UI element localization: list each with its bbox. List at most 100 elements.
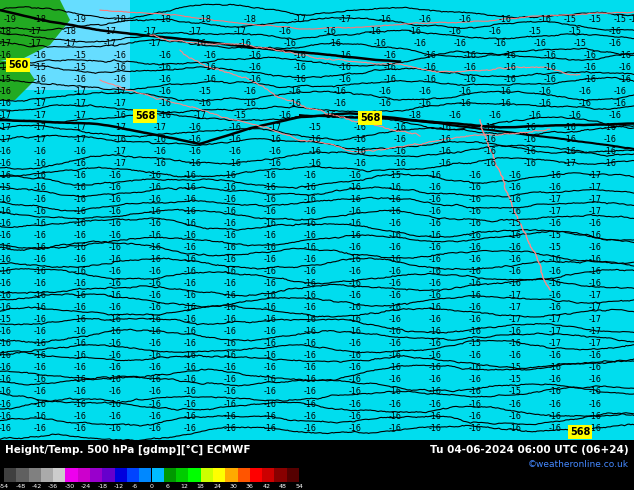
Text: -16: -16 (508, 172, 521, 180)
Text: -16: -16 (74, 316, 86, 324)
Text: -30: -30 (65, 484, 75, 489)
Text: -16: -16 (0, 351, 11, 361)
Text: -17: -17 (63, 40, 77, 49)
Text: -16: -16 (508, 244, 521, 252)
Text: -17: -17 (588, 183, 602, 193)
Text: -16: -16 (113, 51, 126, 60)
Text: -16: -16 (148, 196, 162, 204)
Text: -16: -16 (538, 99, 552, 108)
Text: -15: -15 (508, 364, 522, 372)
Text: -16: -16 (34, 292, 46, 300)
Text: -16: -16 (184, 375, 197, 385)
Text: -16: -16 (469, 207, 481, 217)
Text: -16: -16 (264, 255, 276, 265)
Text: 568: 568 (360, 113, 380, 123)
Text: -16: -16 (453, 40, 467, 49)
Text: -16: -16 (229, 147, 242, 156)
Text: -17: -17 (113, 99, 127, 108)
Text: -16: -16 (193, 40, 207, 49)
Text: -16: -16 (384, 75, 396, 84)
Text: -16: -16 (463, 75, 476, 84)
Text: -16: -16 (34, 255, 46, 265)
Text: -16: -16 (389, 279, 401, 289)
Text: -16: -16 (498, 16, 512, 24)
Text: -15: -15 (389, 172, 401, 180)
Text: -16: -16 (508, 399, 521, 409)
Polygon shape (0, 60, 35, 100)
Text: -16: -16 (429, 279, 441, 289)
Text: -16: -16 (264, 399, 276, 409)
Text: -16: -16 (469, 388, 481, 396)
Text: -18: -18 (158, 16, 171, 24)
Text: -16: -16 (294, 64, 306, 73)
Text: -19: -19 (74, 16, 86, 24)
Text: -16: -16 (0, 268, 11, 276)
Text: -16: -16 (74, 231, 86, 241)
Text: -16: -16 (543, 64, 557, 73)
Text: -16: -16 (628, 16, 634, 24)
Text: -16: -16 (349, 412, 361, 420)
Text: -16: -16 (609, 40, 621, 49)
Text: -16: -16 (389, 268, 401, 276)
Text: -16: -16 (609, 27, 621, 36)
Text: -16: -16 (469, 327, 481, 337)
Text: -16: -16 (148, 375, 162, 385)
Text: -17: -17 (74, 136, 86, 145)
Text: -16: -16 (588, 388, 602, 396)
Text: -17: -17 (103, 40, 117, 49)
Text: -16: -16 (148, 327, 162, 337)
Text: -16: -16 (413, 40, 427, 49)
Text: -18: -18 (113, 16, 126, 24)
Text: -17: -17 (74, 112, 86, 121)
Text: -16: -16 (184, 220, 197, 228)
Text: -16: -16 (108, 207, 122, 217)
Text: -16: -16 (548, 364, 562, 372)
Text: -16: -16 (354, 160, 366, 169)
Text: -16: -16 (469, 412, 481, 420)
Text: -16: -16 (524, 123, 536, 132)
Text: -16: -16 (548, 351, 562, 361)
Text: -15: -15 (548, 244, 562, 252)
Text: -16: -16 (394, 136, 406, 145)
Text: -16: -16 (349, 351, 361, 361)
Text: -16: -16 (394, 147, 406, 156)
Text: -17: -17 (548, 196, 562, 204)
Text: -16: -16 (349, 340, 361, 348)
Text: -16: -16 (224, 196, 236, 204)
Text: -16: -16 (108, 423, 122, 433)
Text: -16: -16 (378, 88, 391, 97)
Text: -16: -16 (0, 255, 11, 265)
Text: -16: -16 (294, 75, 306, 84)
Text: -16: -16 (588, 220, 602, 228)
Bar (65, 468, 78, 482)
Text: -16: -16 (0, 412, 11, 420)
Text: -16: -16 (113, 75, 126, 84)
Bar (188, 468, 201, 482)
Text: -16: -16 (278, 112, 292, 121)
Text: -16: -16 (158, 64, 171, 73)
Text: -16: -16 (469, 231, 481, 241)
Text: -17: -17 (588, 303, 602, 313)
Text: -17: -17 (148, 40, 162, 49)
Text: -16: -16 (224, 364, 236, 372)
Text: -16: -16 (429, 303, 441, 313)
Text: -17: -17 (29, 40, 41, 49)
Text: -16: -16 (543, 51, 557, 60)
Text: -24: -24 (81, 484, 91, 489)
Text: -16: -16 (34, 75, 46, 84)
Text: -16: -16 (243, 88, 256, 97)
Text: -16: -16 (339, 75, 351, 84)
Text: 54: 54 (295, 484, 303, 489)
Text: -16: -16 (34, 244, 46, 252)
Text: -16: -16 (619, 51, 631, 60)
Bar (41, 468, 53, 482)
Text: -16: -16 (148, 303, 162, 313)
Text: -16: -16 (418, 88, 432, 97)
Text: -16: -16 (389, 255, 401, 265)
Text: -17: -17 (113, 88, 127, 97)
Text: -16: -16 (108, 244, 122, 252)
Text: -16: -16 (548, 279, 562, 289)
Text: -16: -16 (349, 196, 361, 204)
Text: -16: -16 (378, 16, 391, 24)
Text: -16: -16 (304, 399, 316, 409)
